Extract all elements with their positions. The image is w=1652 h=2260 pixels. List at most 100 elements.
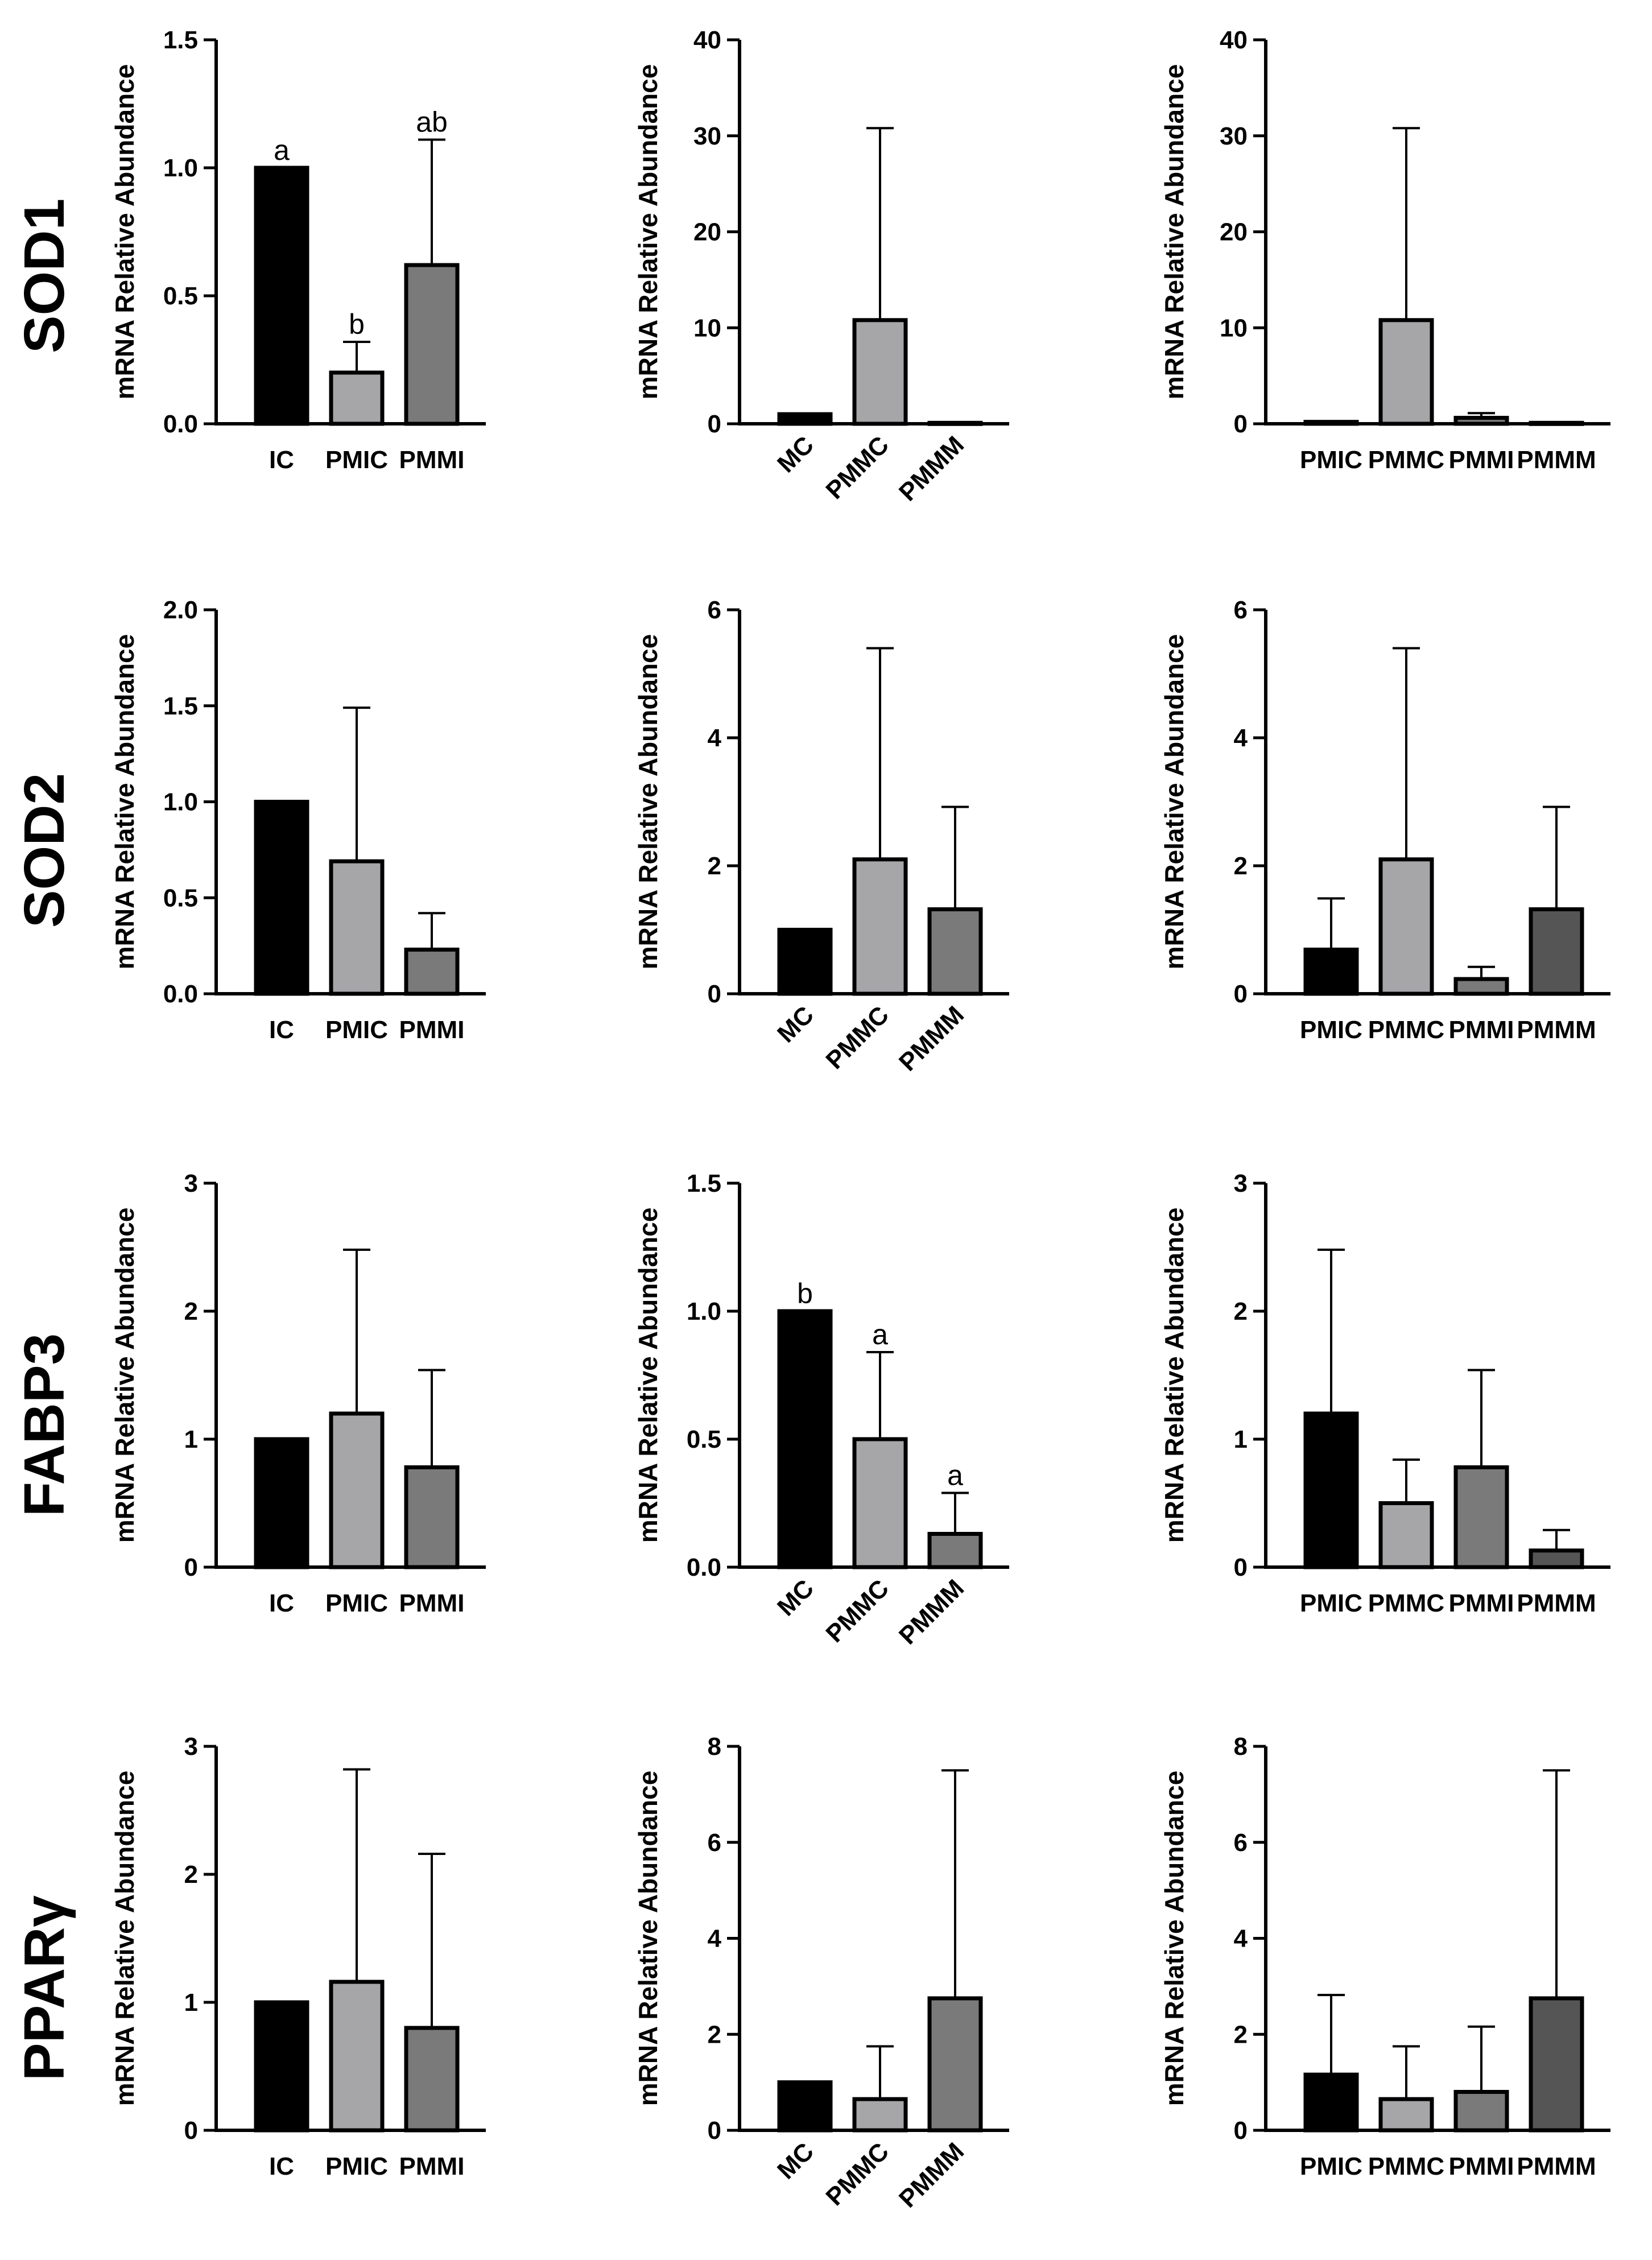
bar [927,1996,983,2133]
y-axis-title: mRNA Relative Abundance [1159,634,1189,970]
y-tick-label: 1 [184,1426,198,1453]
y-tick-label: 1.0 [163,788,198,816]
y-tick-label: 1.0 [163,154,198,182]
y-axis-title: mRNA Relative Abundance [110,64,139,400]
y-tick-label: 0 [708,2117,721,2145]
bar [329,859,385,996]
y-tick-label: 4 [1234,1925,1248,1953]
significance-letter: a [947,1460,963,1491]
bar [1529,1548,1584,1569]
y-axis-title: mRNA Relative Abundance [110,634,139,970]
y-tick-label: 1.0 [687,1298,721,1325]
y-axis-title: mRNA Relative Abundance [1159,1771,1189,2106]
y-tick-label: 6 [708,1829,721,1857]
bar [1303,947,1359,996]
bar [852,2097,908,2133]
x-tick-label: PMMI [399,1016,465,1044]
bar [1529,1996,1584,2133]
y-axis-title: mRNA Relative Abundance [633,1208,663,1543]
bar [777,2080,833,2133]
y-tick-label: 10 [693,314,721,342]
y-tick-label: 1.5 [687,1170,721,1197]
x-tick-label: PMMI [399,2152,465,2180]
x-tick-label: PMMC [1368,1589,1444,1617]
x-tick-label: IC [269,1589,294,1617]
y-tick-label: 30 [693,122,721,150]
x-tick-label: PMIC [1300,2152,1362,2180]
x-tick-label: PMIC [1300,446,1362,474]
bar [329,370,385,426]
x-tick-label: PMIC [325,1589,388,1617]
bar [852,318,908,426]
chart-panel-r1-c1: 0.0 0.5 1.0 1.5 mRNA Relative Abundance a IC b P… [110,26,486,474]
x-tick-label: PMMM [1517,446,1596,474]
bar [254,1437,309,1569]
x-tick-label: IC [269,2152,294,2180]
y-tick-label: 2 [708,852,721,880]
chart-panel-r3-c3: 0 1 2 3 mRNA Relative Abundance PMIC PMMC PMMI P… [1159,1170,1610,1617]
bar [329,1411,385,1569]
y-tick-label: 10 [1220,314,1248,342]
x-tick-label: PMIC [325,446,388,474]
bar [927,1532,983,1569]
bar [404,263,460,426]
chart-panel-r1-c3: 0 10 20 30 40 mRNA Relative Abundance PMIC PMMC… [1159,26,1610,474]
y-tick-label: 0.5 [687,1426,721,1453]
y-tick-label: 1 [1234,1426,1248,1453]
bar [1378,318,1434,426]
y-tick-label: 8 [1234,1733,1248,1761]
x-tick-label: PMMC [1368,1016,1444,1044]
y-tick-label: 0 [1234,410,1248,438]
y-tick-label: 1.5 [163,692,198,720]
row-label-4: PPARγ [13,1895,76,2081]
y-tick-label: 0.5 [163,884,198,912]
y-tick-label: 0 [184,2117,198,2145]
y-tick-label: 0.0 [163,980,198,1008]
y-axis-title: mRNA Relative Abundance [110,1771,139,2106]
y-tick-label: 20 [1220,218,1248,246]
y-tick-label: 0 [1234,980,1248,1008]
y-tick-label: 2 [1234,2021,1248,2048]
row-label-2: SOD2 [13,773,76,928]
x-tick-label: PMMI [1449,446,1514,474]
y-tick-label: 3 [184,1733,198,1761]
y-tick-label: 3 [184,1170,198,1197]
bar [404,1465,460,1569]
x-tick-label: PMMC [1368,2152,1444,2180]
x-tick-label: IC [269,1016,294,1044]
x-tick-label: PMMI [399,1589,465,1617]
y-tick-label: 0 [184,1554,198,1581]
y-tick-label: 6 [1234,1829,1248,1857]
significance-letter: a [274,134,290,166]
y-axis-title: mRNA Relative Abundance [633,64,663,400]
y-tick-label: 0 [1234,1554,1248,1581]
y-axis-title: mRNA Relative Abundance [1159,64,1189,400]
x-tick-label: PMMM [1517,1589,1596,1617]
bar [1303,1411,1359,1569]
x-tick-label: IC [269,446,294,474]
y-tick-label: 40 [1220,26,1248,54]
bar [927,420,983,426]
bar [404,2026,460,2133]
y-axis-title: mRNA Relative Abundance [1159,1208,1189,1543]
y-axis-title: mRNA Relative Abundance [633,1771,663,2106]
x-tick-label: PMMM [1517,1016,1596,1044]
significance-letter: b [797,1278,813,1309]
chart-panel-r4-c1: 0 1 2 3 mRNA Relative Abundance IC PMIC PMMI [110,1733,486,2180]
x-tick-label: PMMM [1517,2152,1596,2180]
y-tick-label: 2 [184,1861,198,1889]
row-label-3: FABP3 [13,1333,76,1517]
bar [1303,2072,1359,2133]
bar [852,857,908,996]
chart-panel-r4-c3: 0 2 4 6 8 mRNA Relative Abundance PMIC PMMC PMMI… [1159,1733,1610,2180]
bar [1529,420,1584,426]
row-label-1: SOD1 [13,199,76,353]
bar [1378,857,1434,996]
y-tick-label: 4 [708,1925,722,1953]
bar [254,166,309,426]
y-tick-label: 0 [1234,2117,1248,2145]
bar [1453,416,1509,426]
bar [852,1437,908,1569]
significance-letter: ab [416,106,448,138]
y-tick-label: 4 [1234,724,1248,752]
